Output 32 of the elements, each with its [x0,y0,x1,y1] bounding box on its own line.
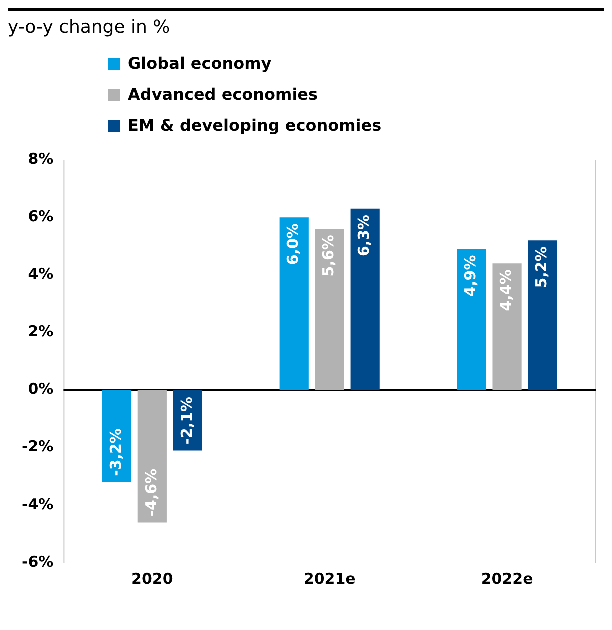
data-label: 6,3% [355,214,374,257]
bar [350,208,380,390]
y-tick-label: 4% [28,265,54,284]
y-tick-label: 0% [28,380,54,398]
data-label: -2,1% [178,396,196,445]
bar [102,390,132,482]
y-tick-label: 2% [28,322,54,341]
y-tick-label: -4% [22,495,54,514]
data-label: -3,2% [106,428,125,476]
bar [492,264,522,390]
legend-label: Global economy [128,54,272,73]
bar [280,218,309,390]
x-tick-label: 2021e [304,570,356,588]
x-tick-label: 2022e [481,570,534,588]
x-tick-label: 2020 [132,570,174,588]
y-tick-label: 8% [28,150,54,168]
legend-label: Advanced economies [128,85,318,104]
data-label: 5,2% [532,246,551,288]
bar [457,249,486,390]
bar [138,390,167,523]
y-tick-label: -6% [22,552,54,571]
bar [315,229,344,390]
chart-title: y-o-y change in % [8,16,172,38]
data-label: -4,6% [142,468,160,517]
y-tick-label: -2% [22,438,54,456]
data-label: 4,9% [462,255,480,297]
data-label: 6,0% [284,224,302,266]
data-label: 4,4% [497,270,516,312]
data-label: 5,6% [320,235,338,277]
bar [528,240,558,390]
legend-label: EM & developing economies [128,116,382,135]
y-tick-label: 6% [28,207,54,226]
